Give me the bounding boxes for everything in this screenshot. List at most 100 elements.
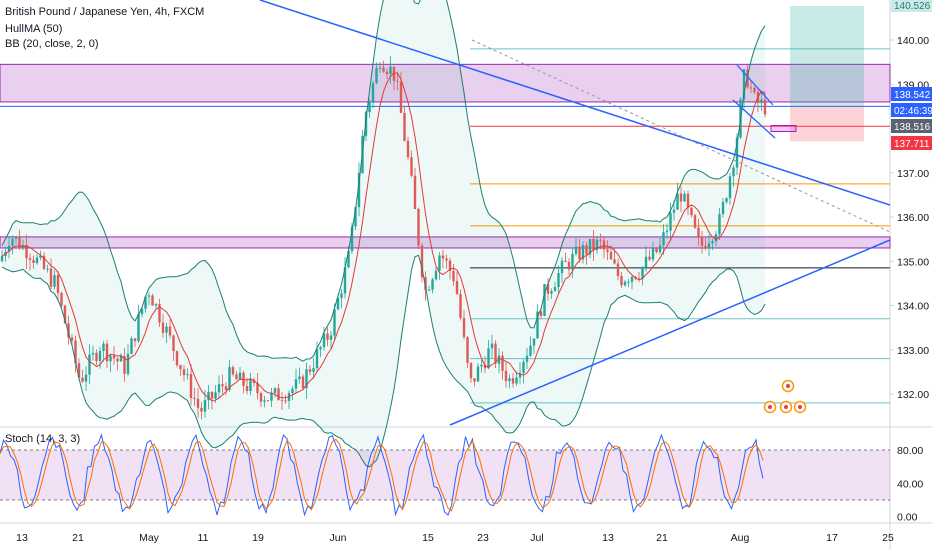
candle-body xyxy=(410,157,413,176)
candle-body xyxy=(186,374,189,376)
candle-body xyxy=(301,376,305,389)
candle-body xyxy=(28,258,32,260)
candle-body xyxy=(25,245,28,259)
candle-body xyxy=(560,260,564,274)
candle-body xyxy=(553,287,557,292)
dashed-trendline xyxy=(471,39,891,233)
candle-body xyxy=(322,333,326,348)
candle-body xyxy=(406,140,410,158)
candle-body xyxy=(578,246,581,260)
candle-body xyxy=(686,193,690,208)
candle-body xyxy=(714,234,718,242)
time-tick-label: Jul xyxy=(530,532,543,544)
candle-body xyxy=(32,259,35,263)
candle-body xyxy=(707,243,711,249)
candle-body xyxy=(74,340,77,364)
candle-body xyxy=(203,400,207,412)
bollinger-lower xyxy=(1,254,766,468)
price-tag-label: 02:46:39 xyxy=(894,106,932,117)
candle-body xyxy=(354,207,357,227)
candle-body xyxy=(550,291,553,294)
candle-body xyxy=(718,214,721,235)
stoch-d-line xyxy=(0,438,764,512)
candle-body xyxy=(151,295,154,306)
candle-body xyxy=(536,311,539,339)
candle-body xyxy=(431,279,434,290)
candle-body xyxy=(459,293,462,318)
candle-body xyxy=(305,369,308,389)
candle-body xyxy=(193,398,196,400)
candle-body xyxy=(455,281,459,294)
candle-body xyxy=(46,268,49,270)
candle-body xyxy=(424,277,427,291)
candle-body xyxy=(704,245,707,249)
candle-body xyxy=(476,366,480,382)
bollinger-upper xyxy=(1,0,766,362)
candle-body xyxy=(543,284,546,316)
event-marker-dot xyxy=(798,405,802,409)
chart-title: British Pound / Japanese Yen, 4h, FXCM xyxy=(5,6,205,18)
candle-body xyxy=(18,236,21,249)
candle-body xyxy=(238,372,242,380)
candle-body xyxy=(637,278,641,280)
candle-body xyxy=(613,259,616,264)
candle-body xyxy=(609,251,613,260)
candle-body xyxy=(35,257,39,263)
candle-body xyxy=(63,305,67,324)
candle-body xyxy=(648,256,651,260)
price-tick-label: 135.00 xyxy=(897,256,929,268)
candle-body xyxy=(67,323,70,338)
candle-body xyxy=(249,379,252,392)
candle-body xyxy=(158,304,161,323)
candle-body xyxy=(119,356,123,362)
candle-body xyxy=(473,378,476,382)
candle-body xyxy=(210,391,214,399)
candle-body xyxy=(676,193,679,210)
candle-body xyxy=(172,335,175,352)
candle-body xyxy=(564,260,567,262)
candle-body xyxy=(763,99,767,115)
candle-body xyxy=(417,208,420,246)
candle-body xyxy=(368,101,371,113)
candle-body xyxy=(259,393,263,402)
candle-body xyxy=(140,308,144,315)
candle-body xyxy=(711,241,714,244)
candle-body xyxy=(270,392,273,401)
candle-body xyxy=(438,255,441,271)
candle-body xyxy=(511,378,515,384)
candle-body xyxy=(672,209,676,213)
candle-body xyxy=(235,374,238,380)
candle-body xyxy=(571,253,574,270)
price-tag-background xyxy=(891,87,932,101)
candle-body xyxy=(231,367,235,375)
descending-trendline xyxy=(259,0,891,206)
candle-body xyxy=(273,388,277,393)
candle-body xyxy=(228,367,231,390)
candle-body xyxy=(389,66,392,75)
candle-body xyxy=(378,67,382,69)
candle-body xyxy=(277,388,280,401)
supply-demand-zone-1 xyxy=(0,236,891,249)
candle-body xyxy=(312,368,315,372)
candle-body xyxy=(567,261,571,270)
candle-body xyxy=(109,355,112,362)
candle-body xyxy=(595,239,599,251)
candle-body xyxy=(214,392,217,399)
candle-body xyxy=(693,215,697,228)
candle-body xyxy=(399,81,403,113)
candle-body xyxy=(669,212,672,231)
price-tag-label: 138.516 xyxy=(894,122,931,133)
candle-body xyxy=(403,112,406,141)
stoch-k-line xyxy=(0,433,764,517)
candle-body xyxy=(602,240,606,250)
candle-body xyxy=(466,337,469,363)
candle-body xyxy=(371,83,375,102)
candle-body xyxy=(382,67,385,72)
candle-body xyxy=(742,69,746,100)
candle-body xyxy=(189,374,193,399)
candle-body xyxy=(319,347,322,350)
candle-body xyxy=(483,364,487,369)
candle-body xyxy=(343,267,347,294)
candle-body xyxy=(14,236,18,239)
